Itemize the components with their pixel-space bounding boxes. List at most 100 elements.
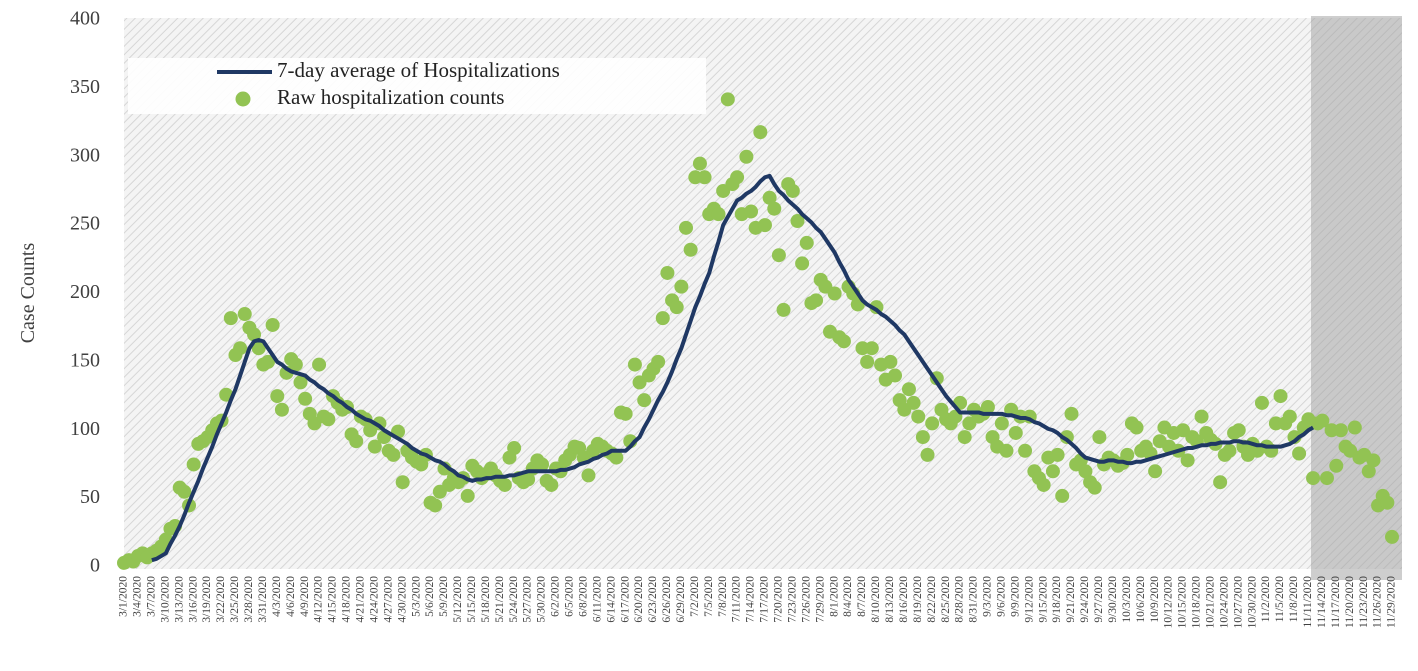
x-tick-label: 8/13/2020 bbox=[884, 576, 896, 623]
data-point bbox=[581, 468, 596, 483]
y-tick-label: 350 bbox=[70, 76, 100, 98]
data-point bbox=[186, 457, 201, 472]
data-point bbox=[521, 472, 536, 487]
x-tick-label: 8/19/2020 bbox=[912, 576, 924, 623]
x-tick-label: 3/4/2020 bbox=[132, 576, 144, 617]
data-point bbox=[1231, 423, 1246, 438]
x-tick-label: 4/24/2020 bbox=[368, 576, 380, 623]
x-tick-label: 10/12/2020 bbox=[1163, 576, 1175, 629]
data-point bbox=[223, 311, 238, 326]
data-point bbox=[1148, 464, 1163, 479]
data-point bbox=[251, 341, 266, 356]
data-point bbox=[270, 389, 285, 404]
data-point bbox=[915, 430, 930, 445]
data-point bbox=[655, 311, 670, 326]
data-point bbox=[312, 357, 327, 372]
data-point bbox=[683, 242, 698, 257]
x-tick-label: 7/20/2020 bbox=[773, 576, 785, 623]
data-point bbox=[864, 341, 879, 356]
data-point bbox=[711, 207, 726, 222]
y-tick-label: 50 bbox=[80, 486, 100, 508]
data-point bbox=[609, 450, 624, 465]
x-tick-label: 7/14/2020 bbox=[745, 576, 757, 623]
data-point bbox=[1292, 446, 1307, 461]
data-point bbox=[367, 439, 382, 454]
x-tick-label: 4/15/2020 bbox=[327, 576, 339, 623]
data-point bbox=[660, 265, 675, 280]
data-point bbox=[298, 391, 313, 406]
data-point bbox=[321, 412, 336, 427]
data-point bbox=[1273, 389, 1288, 404]
data-point bbox=[293, 375, 308, 390]
x-tick-label: 5/24/2020 bbox=[508, 576, 520, 623]
data-point bbox=[1064, 406, 1079, 421]
x-tick-label: 4/30/2020 bbox=[396, 576, 408, 623]
data-point bbox=[795, 256, 810, 271]
data-point bbox=[1333, 423, 1348, 438]
x-tick-label: 11/26/2020 bbox=[1372, 576, 1384, 628]
x-tick-label: 10/15/2020 bbox=[1177, 576, 1189, 629]
data-point bbox=[1319, 471, 1334, 486]
x-tick-label: 8/22/2020 bbox=[926, 576, 938, 623]
x-tick-label: 7/17/2020 bbox=[759, 576, 771, 623]
x-tick-label: 7/23/2020 bbox=[786, 576, 798, 623]
x-tick-label: 3/1/2020 bbox=[118, 576, 130, 617]
data-point bbox=[674, 279, 689, 294]
data-point bbox=[753, 125, 768, 140]
x-tick-label: 5/27/2020 bbox=[522, 576, 534, 623]
x-tick-label: 6/5/2020 bbox=[564, 576, 576, 617]
data-point bbox=[744, 204, 759, 219]
x-tick-label: 7/8/2020 bbox=[717, 576, 729, 617]
x-tick-label: 5/15/2020 bbox=[466, 576, 478, 623]
x-tick-label: 3/7/2020 bbox=[146, 576, 158, 617]
x-tick-label: 8/10/2020 bbox=[870, 576, 882, 623]
legend-label: 7-day average of Hospitalizations bbox=[277, 58, 560, 82]
x-tick-label: 11/8/2020 bbox=[1288, 576, 1300, 622]
x-tick-label: 10/3/2020 bbox=[1121, 576, 1133, 623]
data-point bbox=[637, 393, 652, 408]
data-point bbox=[507, 441, 522, 456]
x-tick-label: 7/2/2020 bbox=[689, 576, 701, 617]
data-point bbox=[1282, 409, 1297, 424]
x-tick-label: 8/4/2020 bbox=[842, 576, 854, 617]
y-axis-label: Case Counts bbox=[17, 243, 39, 344]
data-point bbox=[627, 357, 642, 372]
x-tick-label: 11/11/2020 bbox=[1302, 576, 1314, 628]
x-tick-label: 3/13/2020 bbox=[173, 576, 185, 623]
x-tick-label: 6/17/2020 bbox=[619, 576, 631, 623]
x-tick-label: 8/7/2020 bbox=[856, 576, 868, 617]
x-tick-label: 8/1/2020 bbox=[828, 576, 840, 617]
data-point bbox=[1361, 464, 1376, 479]
data-point bbox=[1380, 495, 1395, 510]
x-tick-label: 5/21/2020 bbox=[494, 576, 506, 623]
x-tick-label: 9/30/2020 bbox=[1107, 576, 1119, 623]
x-tick-label: 3/22/2020 bbox=[215, 576, 227, 623]
x-tick-label: 9/3/2020 bbox=[982, 576, 994, 617]
data-point bbox=[1366, 453, 1381, 468]
data-point bbox=[237, 307, 252, 322]
x-tick-label: 6/14/2020 bbox=[605, 576, 617, 623]
x-tick-label: 8/28/2020 bbox=[954, 576, 966, 623]
x-tick-label: 4/9/2020 bbox=[299, 576, 311, 617]
data-point bbox=[349, 434, 364, 449]
data-point bbox=[274, 402, 289, 417]
data-point bbox=[177, 484, 192, 499]
legend-label: Raw hospitalization counts bbox=[277, 85, 504, 109]
data-point bbox=[265, 317, 280, 332]
data-point bbox=[809, 293, 824, 308]
data-point bbox=[980, 400, 995, 415]
data-point bbox=[1347, 420, 1362, 435]
x-tick-label: 4/18/2020 bbox=[341, 576, 353, 623]
data-point bbox=[925, 416, 940, 431]
data-point bbox=[233, 341, 248, 356]
data-point bbox=[776, 302, 791, 317]
data-point bbox=[618, 406, 633, 421]
data-point bbox=[790, 214, 805, 229]
shaded-region bbox=[1311, 16, 1402, 580]
data-point bbox=[535, 457, 550, 472]
x-tick-label: 9/12/2020 bbox=[1023, 576, 1035, 623]
data-point bbox=[497, 477, 512, 492]
x-tick-label: 5/12/2020 bbox=[452, 576, 464, 623]
x-tick-label: 11/5/2020 bbox=[1274, 576, 1286, 622]
